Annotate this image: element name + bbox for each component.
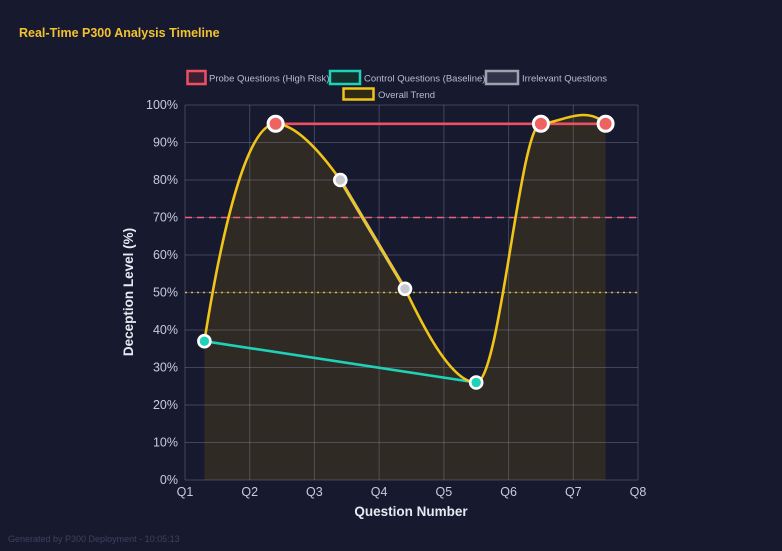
svg-text:90%: 90% <box>153 136 178 150</box>
svg-text:Q7: Q7 <box>565 485 582 499</box>
svg-text:20%: 20% <box>153 398 178 412</box>
svg-text:Q3: Q3 <box>306 485 323 499</box>
svg-text:Control Questions (Baseline): Control Questions (Baseline) <box>364 74 485 85</box>
svg-text:Q1: Q1 <box>177 485 194 499</box>
svg-text:40%: 40% <box>153 323 178 337</box>
svg-text:Q4: Q4 <box>371 485 388 499</box>
svg-text:Q8: Q8 <box>630 485 647 499</box>
svg-text:30%: 30% <box>153 361 178 375</box>
svg-text:Probe Questions (High Risk): Probe Questions (High Risk) <box>209 74 329 85</box>
svg-text:0%: 0% <box>160 473 178 487</box>
svg-text:Q2: Q2 <box>241 485 258 499</box>
svg-text:Question Number: Question Number <box>354 504 468 519</box>
svg-text:70%: 70% <box>153 211 178 225</box>
svg-text:80%: 80% <box>153 173 178 187</box>
svg-text:Deception Level (%): Deception Level (%) <box>121 228 136 356</box>
svg-text:50%: 50% <box>153 286 178 300</box>
svg-text:60%: 60% <box>153 248 178 262</box>
svg-text:Overall Trend: Overall Trend <box>378 90 435 101</box>
svg-text:100%: 100% <box>146 98 178 112</box>
svg-text:Irrelevant Questions: Irrelevant Questions <box>522 74 607 85</box>
svg-text:Q5: Q5 <box>436 485 453 499</box>
svg-text:Q6: Q6 <box>500 485 517 499</box>
svg-text:10%: 10% <box>153 436 178 450</box>
